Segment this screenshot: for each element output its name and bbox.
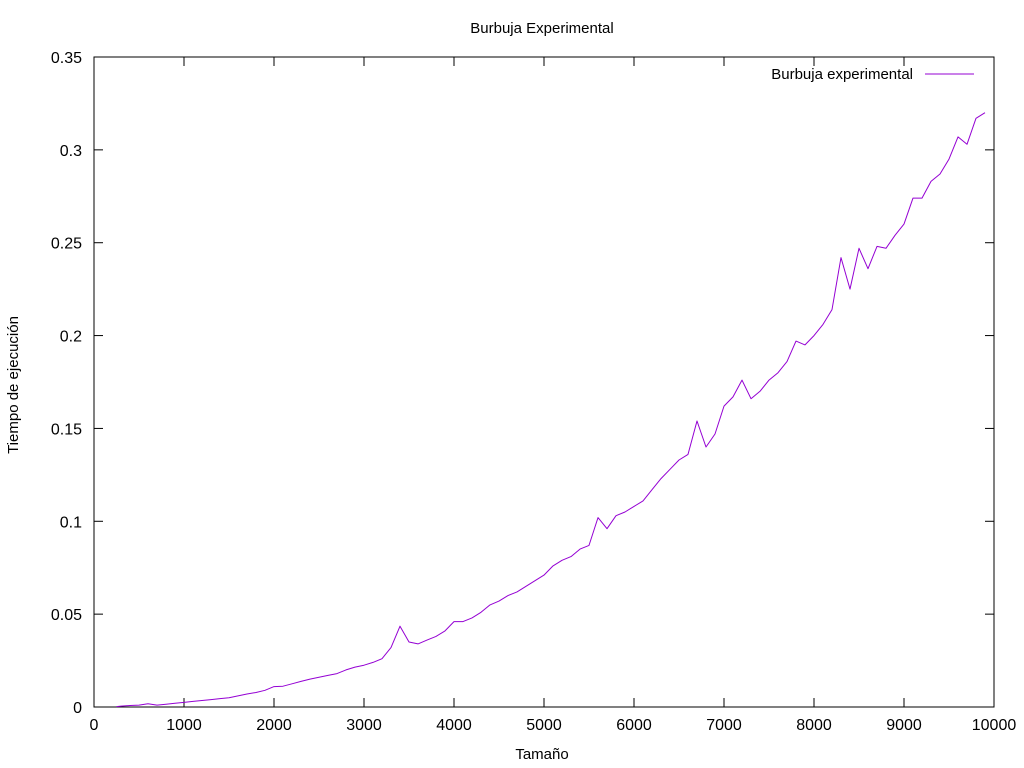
y-tick-label: 0.35 [51,50,82,67]
legend-label: Burbuja experimental [771,66,913,83]
x-tick-label: 5000 [526,717,562,734]
y-tick-label: 0 [73,700,82,717]
x-tick-label: 8000 [796,717,832,734]
x-tick-label: 0 [90,717,99,734]
y-tick-label: 0.25 [51,236,82,253]
y-tick-label: 0.1 [60,514,82,531]
x-axis-label: Tamaño [515,746,568,763]
series-line-0 [116,112,986,708]
x-tick-label: 4000 [436,717,472,734]
legend: Burbuja experimental [771,66,974,83]
x-tick-label: 3000 [346,717,382,734]
x-tick-label: 6000 [616,717,652,734]
x-tick-label: 7000 [706,717,742,734]
y-tick-label: 0.05 [51,607,82,624]
series-group [116,112,986,708]
y-tick-label: 0.2 [60,329,82,346]
x-tick-label: 10000 [972,717,1017,734]
axis-tick-labels: 0 1000 2000 3000 4000 5000 6000 7000 8000 9000 100… [51,50,1016,734]
y-axis-label: Tiempo de ejecución [5,316,22,454]
x-tick-label: 2000 [256,717,292,734]
x-tick-label: 9000 [886,717,922,734]
axis-ticks [93,56,995,708]
y-tick-label: 0.3 [60,143,82,160]
y-tick-label: 0.15 [51,421,82,438]
x-tick-label: 1000 [166,717,202,734]
chart-title: Burbuja Experimental [470,20,613,37]
